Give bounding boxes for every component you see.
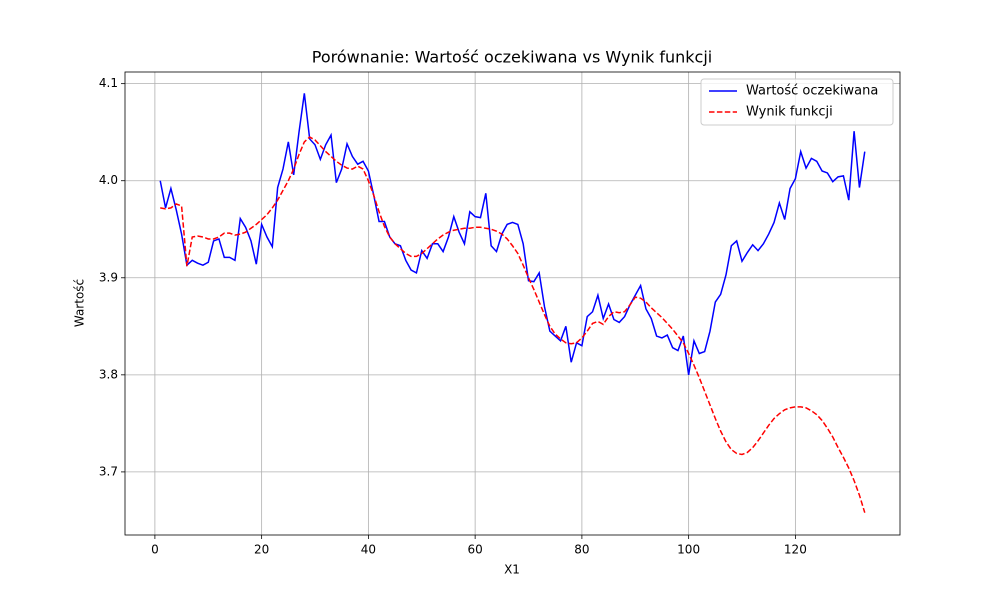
x-tick-label: 100	[677, 543, 700, 557]
y-tick-label: 3.9	[99, 270, 118, 284]
x-tick-label: 20	[254, 543, 269, 557]
x-tick-label: 120	[784, 543, 807, 557]
data-line	[159, 93, 866, 375]
y-axis-label: Wartość	[73, 279, 87, 327]
data-line	[160, 136, 866, 513]
y-tick-label: 3.8	[99, 367, 118, 381]
x-axis-label: X1	[504, 563, 520, 577]
legend-label: Wynik funkcji	[746, 105, 833, 120]
chart-title: Porównanie: Wartość oczekiwana vs Wynik …	[312, 48, 712, 67]
x-tick-label: 40	[361, 543, 376, 557]
plot-frame	[124, 71, 901, 536]
y-tick-label: 4.0	[99, 173, 118, 187]
x-tick-label: 80	[574, 543, 589, 557]
y-tick-label: 3.7	[99, 464, 118, 478]
legend: Wartość oczekiwana Wynik funkcji	[700, 78, 894, 126]
legend-box	[700, 78, 894, 126]
x-tick-label: 0	[151, 543, 159, 557]
legend-label: Wartość oczekiwana	[746, 84, 878, 99]
x-tick-label: 60	[467, 543, 482, 557]
y-tick-label: 4.1	[99, 76, 118, 90]
